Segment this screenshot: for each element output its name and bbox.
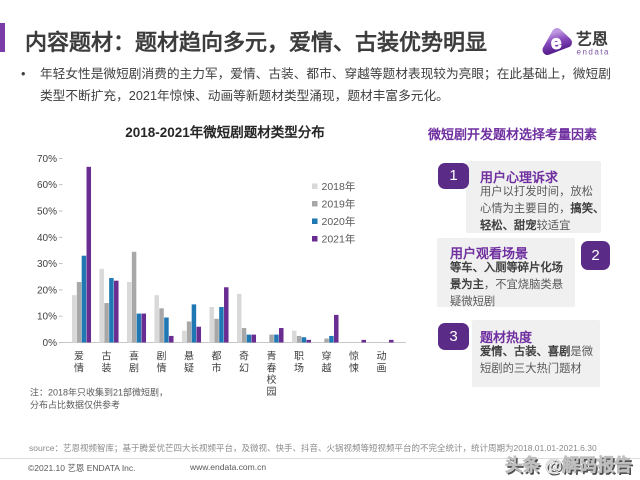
- svg-text:画: 画: [377, 363, 387, 374]
- svg-text:惊: 惊: [349, 350, 359, 363]
- svg-text:爱: 爱: [74, 350, 84, 363]
- svg-text:装: 装: [102, 361, 112, 374]
- svg-text:50%: 50%: [37, 207, 57, 218]
- svg-text:2018-2021年微短剧题材类型分布: 2018-2021年微短剧题材类型分布: [125, 124, 325, 140]
- svg-text:endata: endata: [577, 48, 610, 57]
- svg-text:40%: 40%: [37, 233, 57, 244]
- svg-text:e: e: [550, 32, 563, 53]
- svg-text:分布占比数据仅供参考: 分布占比数据仅供参考: [30, 399, 120, 410]
- svg-text:30%: 30%: [37, 259, 57, 270]
- svg-text:喜: 喜: [129, 350, 139, 363]
- svg-text:60%: 60%: [37, 180, 57, 191]
- svg-text:场: 场: [294, 361, 304, 374]
- svg-text:剧: 剧: [129, 362, 139, 374]
- svg-text:园: 园: [267, 386, 277, 398]
- svg-text:都: 都: [212, 351, 222, 363]
- svg-text:20%: 20%: [37, 285, 57, 296]
- svg-text:注：2018年只收集到21部微短剧，: 注：2018年只收集到21部微短剧，: [30, 387, 168, 398]
- svg-text:市: 市: [212, 361, 222, 374]
- svg-text:情: 情: [157, 361, 167, 374]
- svg-text:幻: 幻: [239, 361, 249, 374]
- svg-text:越: 越: [322, 361, 332, 374]
- svg-text:穿: 穿: [322, 350, 332, 363]
- svg-text:情: 情: [74, 361, 84, 374]
- svg-text:剧: 剧: [157, 351, 167, 363]
- svg-text:悬: 悬: [184, 351, 194, 363]
- svg-text:动: 动: [377, 351, 387, 363]
- svg-text:职: 职: [294, 351, 304, 363]
- svg-text:青: 青: [267, 350, 277, 363]
- svg-text:疑: 疑: [184, 362, 194, 374]
- svg-text:奇: 奇: [239, 350, 249, 363]
- svg-text:2021年: 2021年: [322, 233, 356, 246]
- svg-text:0%: 0%: [43, 338, 58, 349]
- svg-text:2018年: 2018年: [322, 180, 356, 193]
- svg-text:70%: 70%: [37, 154, 57, 165]
- svg-text:2019年: 2019年: [322, 198, 356, 211]
- svg-text:10%: 10%: [37, 312, 57, 323]
- svg-text:校: 校: [267, 373, 277, 386]
- svg-text:艺恩: 艺恩: [576, 30, 608, 49]
- svg-text:古: 古: [102, 350, 112, 363]
- svg-text:春: 春: [267, 362, 277, 374]
- svg-text:悚: 悚: [349, 361, 359, 374]
- svg-text:2020年: 2020年: [322, 215, 356, 228]
